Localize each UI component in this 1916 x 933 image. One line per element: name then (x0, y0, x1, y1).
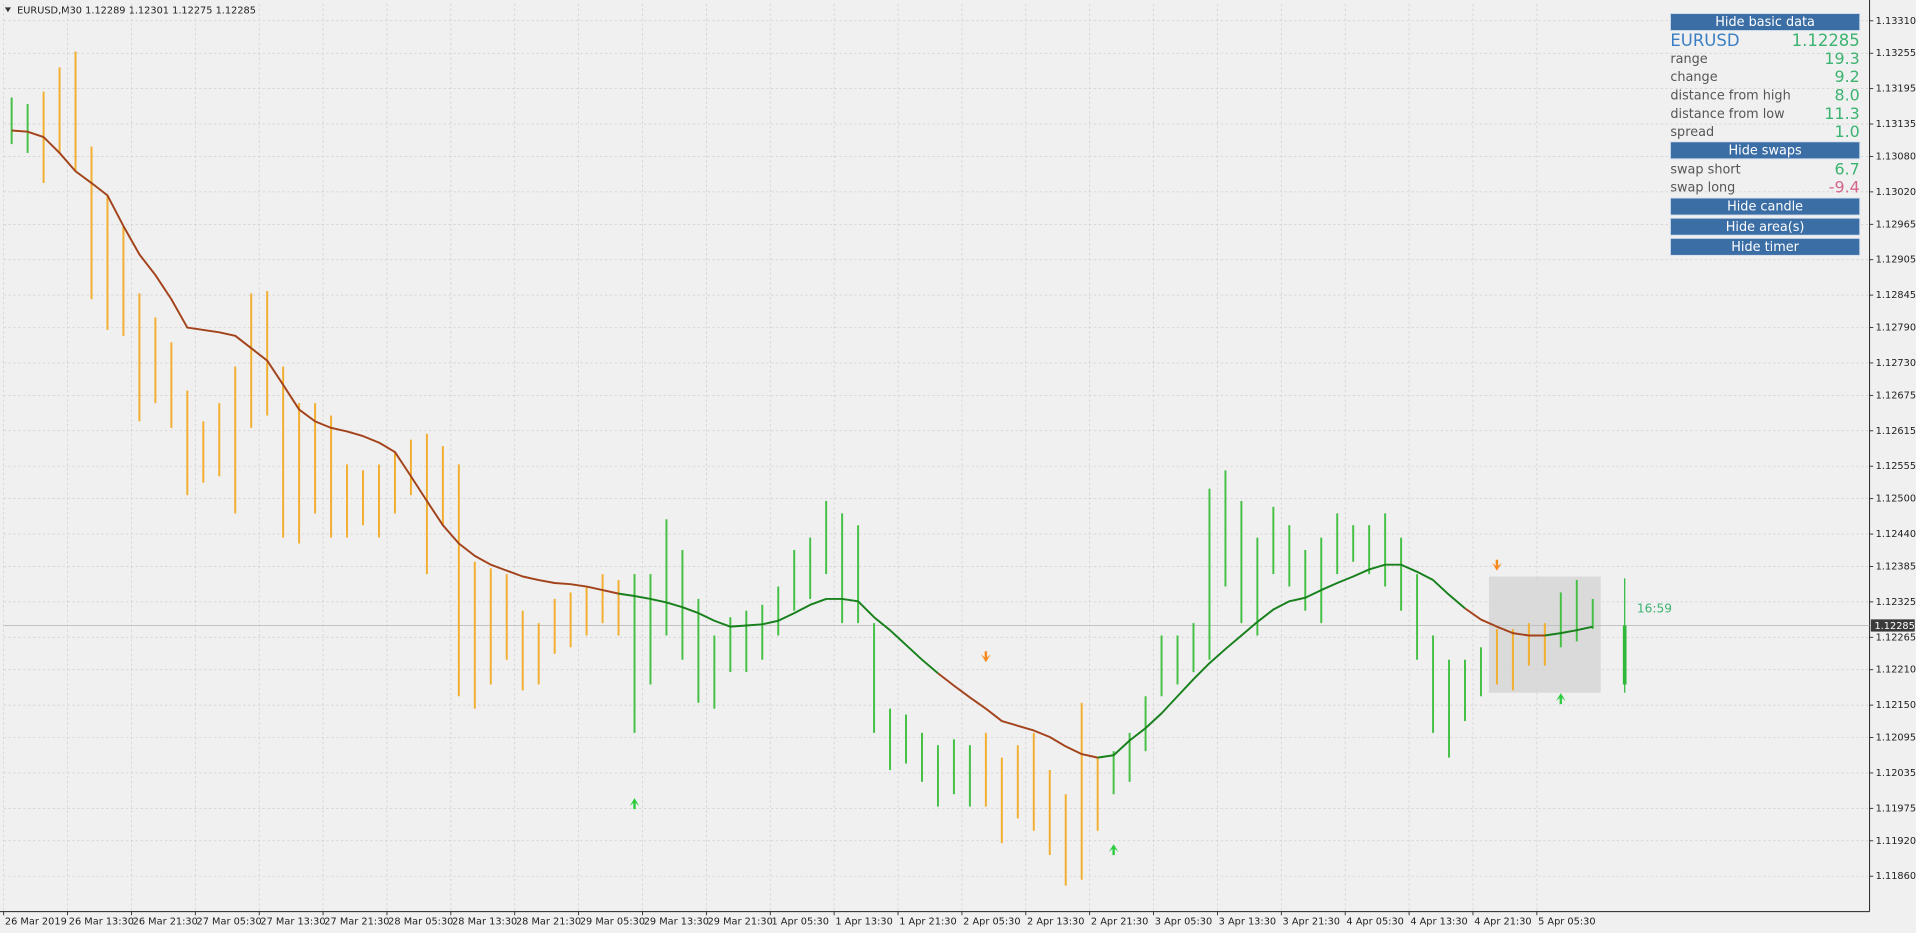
y-tick-label: 1.13020 (1876, 187, 1916, 198)
x-tick-label: 4 Apr 21:30 (1474, 916, 1531, 927)
menu-triangle[interactable] (4, 7, 11, 13)
x-tick-label: 1 Apr 05:30 (771, 916, 828, 927)
moving-average (11, 129, 1545, 759)
x-tick-label: 3 Apr 21:30 (1283, 916, 1340, 927)
x-tick-label: 28 Mar 21:30 (516, 916, 581, 927)
signal-arrow (1555, 693, 1566, 705)
y-tick-label: 1.13135 (1876, 119, 1916, 130)
panel-button[interactable] (1669, 197, 1861, 216)
x-tick-label: 27 Mar 21:30 (324, 916, 389, 927)
panel-row-value: -9.4 (1829, 178, 1860, 197)
panel-row-label: distance from high (1670, 88, 1790, 103)
y-tick-label: 1.12150 (1876, 700, 1916, 711)
candle-body (1622, 625, 1627, 685)
panel-row-value: 1.0 (1835, 122, 1860, 141)
y-tick-label: 1.11860 (1876, 871, 1916, 882)
y-tick-label: 1.12675 (1876, 390, 1916, 401)
y-tick-label: 1.12385 (1876, 561, 1916, 572)
panel-row-value: 19.3 (1824, 49, 1859, 68)
x-tick-label: 3 Apr 13:30 (1219, 916, 1276, 927)
panel-button[interactable] (1669, 237, 1861, 256)
panel-button-label[interactable]: Hide timer (1731, 240, 1799, 255)
panel-row-label: swap long (1670, 181, 1735, 196)
x-tick-label: 28 Mar 13:30 (452, 916, 517, 927)
x-tick-label: 27 Mar 05:30 (197, 916, 262, 927)
panel-row-label: spread (1670, 125, 1714, 140)
signal-arrow (1492, 559, 1502, 571)
x-tick-label: 29 Mar 05:30 (580, 916, 645, 927)
y-tick-label: 1.13310 (1876, 16, 1916, 27)
y-tick-label: 1.12905 (1876, 255, 1916, 266)
panel-row-value: 9.2 (1835, 67, 1860, 86)
x-tick-label: 4 Apr 05:30 (1346, 916, 1403, 927)
x-tick-label: 27 Mar 13:30 (260, 916, 325, 927)
panel-row-label: change (1670, 70, 1717, 85)
signal-arrow (980, 651, 991, 663)
x-tick-label: 2 Apr 13:30 (1027, 916, 1084, 927)
y-tick-label: 1.12500 (1876, 494, 1916, 505)
panel-button[interactable] (1669, 141, 1861, 160)
y-tick-label: 1.13080 (1876, 151, 1916, 162)
y-tick-label: 1.12265 (1876, 632, 1916, 643)
signal-arrow (1108, 844, 1119, 856)
panel-button-label[interactable]: Hide basic data (1715, 15, 1815, 30)
y-tick-label: 1.13255 (1876, 48, 1916, 59)
panel-button-label[interactable]: Hide candle (1727, 200, 1803, 215)
x-tick-label: 2 Apr 05:30 (963, 916, 1020, 927)
panel-row-label: range (1670, 52, 1707, 67)
panel-row-label: distance from low (1670, 107, 1784, 122)
x-tick-label: 26 Mar 21:30 (133, 916, 198, 927)
x-tick-label: 1 Apr 21:30 (899, 916, 956, 927)
x-tick-label: 3 Apr 05:30 (1155, 916, 1212, 927)
panel-row-value: 6.7 (1835, 159, 1860, 178)
y-tick-label: 1.12965 (1876, 219, 1916, 230)
x-tick-label: 4 Apr 13:30 (1410, 916, 1467, 927)
x-tick-label: 26 Mar 13:30 (69, 916, 134, 927)
panel-row-label: swap short (1670, 162, 1740, 177)
y-tick-label: 1.12730 (1876, 358, 1916, 369)
signal-arrow (629, 798, 640, 810)
y-tick-label: 1.12325 (1876, 597, 1916, 608)
x-tick-label: 29 Mar 13:30 (644, 916, 709, 927)
y-tick-label: 1.12615 (1876, 426, 1916, 437)
x-tick-label: 29 Mar 21:30 (708, 916, 773, 927)
price-label-bg (1870, 619, 1915, 632)
panel-button[interactable] (1669, 217, 1861, 236)
timer: 16:59 (1637, 601, 1672, 615)
panel-price: 1.12285 (1792, 31, 1860, 50)
chart-title: EURUSD,M30 1.12289 1.12301 1.12275 1.122… (17, 5, 256, 16)
y-tick-label: 1.11920 (1876, 836, 1916, 847)
panel-button-label[interactable]: Hide swaps (1728, 143, 1802, 158)
x-tick-label: 5 Apr 05:30 (1538, 916, 1595, 927)
y-tick-label: 1.12790 (1876, 323, 1916, 334)
moving-average (618, 563, 1593, 759)
x-tick-label: 26 Mar 2019 (5, 916, 67, 927)
y-tick-label: 1.12555 (1876, 461, 1916, 472)
x-tick-label: 28 Mar 05:30 (388, 916, 453, 927)
y-tick-label: 1.12440 (1876, 529, 1916, 540)
y-tick-label: 1.12095 (1876, 733, 1916, 744)
panel-button[interactable] (1669, 12, 1861, 32)
y-tick-label: 1.12210 (1876, 665, 1916, 676)
y-tick-label: 1.12035 (1876, 768, 1916, 779)
panel-button-label[interactable]: Hide area(s) (1726, 220, 1805, 235)
y-tick-label: 1.13195 (1876, 84, 1916, 95)
y-tick-label: 1.11975 (1876, 803, 1916, 814)
panel-row-value: 8.0 (1835, 85, 1860, 104)
panel-symbol: EURUSD (1670, 31, 1739, 50)
x-tick-label: 1 Apr 13:30 (835, 916, 892, 927)
price-label: 1.12285 (1874, 621, 1914, 632)
x-tick-label: 2 Apr 21:30 (1091, 916, 1148, 927)
y-tick-label: 1.12845 (1876, 290, 1916, 301)
panel-row-value: 11.3 (1824, 104, 1859, 123)
